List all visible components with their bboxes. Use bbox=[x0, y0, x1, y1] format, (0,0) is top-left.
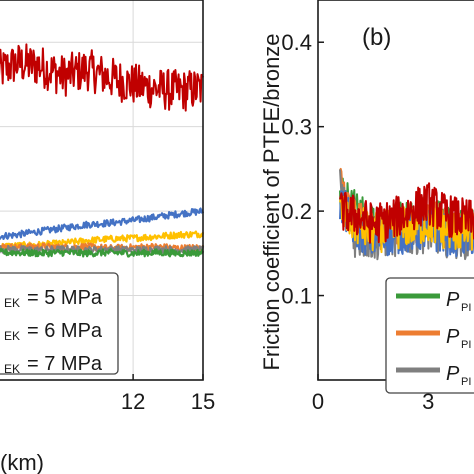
left-panel: 12 15 EK = 5 MPa EK = 6 MPa EK = 7 MPa (km) bbox=[0, 0, 215, 474]
right-legend-symbol: P bbox=[446, 289, 460, 311]
left-series-line bbox=[0, 248, 205, 258]
left-legend-label: = 6 MPa bbox=[27, 320, 103, 342]
right-series-group bbox=[339, 167, 474, 261]
right-legend-symbol: P bbox=[446, 363, 460, 385]
left-x-tick-label: 12 bbox=[121, 389, 145, 414]
left-legend: EK = 5 MPa EK = 6 MPa EK = 7 MPa bbox=[0, 272, 119, 376]
right-y-axis-title: Friction coefficient of PTFE/bronze bbox=[259, 33, 284, 370]
right-series-line bbox=[339, 182, 474, 244]
panel-label: (b) bbox=[362, 24, 391, 51]
left-x-tick-label: 15 bbox=[191, 389, 215, 414]
right-legend-subscript: PI bbox=[461, 376, 471, 388]
right-y-tick-label: 0.4 bbox=[281, 30, 312, 55]
left-legend-subscript: EK bbox=[4, 296, 20, 310]
left-legend-box bbox=[0, 272, 119, 375]
right-x-tick-label: 3 bbox=[422, 389, 434, 414]
left-x-axis-title: (km) bbox=[0, 450, 44, 474]
right-y-tick-label: 0.2 bbox=[281, 199, 312, 224]
left-legend-label: = 7 MPa bbox=[27, 353, 103, 375]
right-panel: 0.1 0.2 0.3 0.4 0 3 (b) Friction coefficient … bbox=[259, 0, 474, 414]
left-series-line bbox=[0, 207, 205, 241]
left-x-ticks: 12 15 bbox=[121, 374, 215, 414]
right-legend: P PIP PIP PI bbox=[385, 277, 474, 394]
right-legend-subscript: PI bbox=[461, 302, 471, 314]
right-y-tick-label: 0.3 bbox=[281, 115, 312, 140]
right-legend-subscript: PI bbox=[461, 339, 471, 351]
right-legend-symbol: P bbox=[446, 326, 460, 348]
right-x-tick-label: 0 bbox=[312, 389, 324, 414]
left-series-line bbox=[0, 43, 204, 112]
left-legend-subscript: EK bbox=[4, 329, 20, 343]
right-axis-ticks: 0.1 0.2 0.3 0.4 0 3 bbox=[281, 30, 434, 414]
left-legend-subscript: EK bbox=[4, 362, 20, 376]
right-series-line bbox=[339, 190, 474, 258]
left-series-group bbox=[0, 43, 205, 258]
left-plot-frame bbox=[0, 0, 204, 381]
right-y-tick-label: 0.1 bbox=[281, 284, 312, 309]
left-legend-label: = 5 MPa bbox=[27, 287, 103, 309]
